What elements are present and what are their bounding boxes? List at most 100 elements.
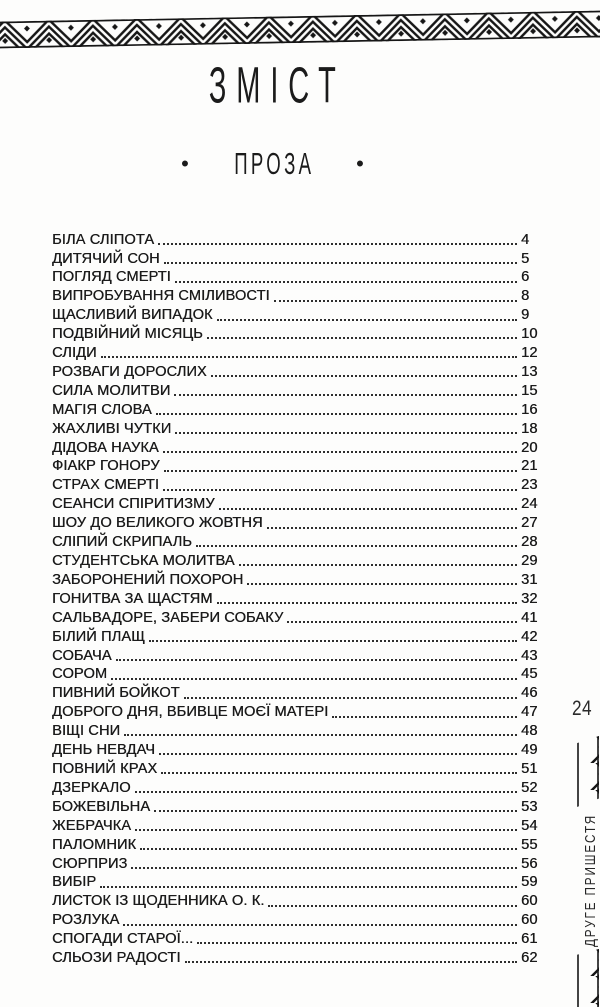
toc-entry-page-number: 47 xyxy=(521,704,538,721)
toc-entry-page-number: 20 xyxy=(521,439,538,456)
ornament-side-lower xyxy=(577,949,599,1007)
toc-entry: ДИТЯЧИЙ СОН 5 xyxy=(52,248,548,267)
toc-entry: СЕАНСИ СПІРИТИЗМУ 24 xyxy=(52,494,548,513)
toc-leader-dots xyxy=(148,639,517,642)
toc-leader-dots xyxy=(197,942,517,945)
bullet-left-icon: • xyxy=(181,150,189,176)
section-heading: • ПРОЗА • xyxy=(0,148,545,179)
toc-entry: ЛИСТОК ІЗ ЩОДЕННИКА О. К. 60 xyxy=(52,891,548,910)
toc-entry-title: ВИПРОБУВАННЯ СМІЛИВОСТІ xyxy=(52,288,270,305)
toc-entry-page-number: 28 xyxy=(521,534,538,551)
toc-leader-dots xyxy=(273,299,517,302)
toc-leader-dots xyxy=(115,658,517,661)
toc-entry-title: ЖАХЛИВІ ЧУТКИ xyxy=(52,420,172,437)
toc-entry: ПИВНИЙ БОЙКОТ 46 xyxy=(52,683,548,702)
toc-entry-title: ЩАСЛИВИЙ ВИПАДОК xyxy=(52,307,213,324)
toc-entry-title: ДОБРОГО ДНЯ, ВБИВЦЕ МОЄЇ МАТЕРІ xyxy=(52,704,329,721)
toc-entry: СЛІПИЙ СКРИПАЛЬ 28 xyxy=(52,532,548,551)
toc-entry: ДЗЕРКАЛО 52 xyxy=(52,777,548,796)
toc-entry-page-number: 60 xyxy=(521,893,538,910)
toc-entry-title: СИЛА МОЛИТВИ xyxy=(52,382,171,399)
toc-entry-title: ДИТЯЧИЙ СОН xyxy=(52,250,160,267)
toc-entry-page-number: 24 xyxy=(521,496,538,513)
toc-entry-title: СТРАХ СМЕРТІ xyxy=(52,477,160,494)
toc-entry: СТРАХ СМЕРТІ 23 xyxy=(52,475,548,494)
toc-entry: ДЕНЬ НЕВДАЧ 49 xyxy=(52,739,548,758)
toc-entry-page-number: 53 xyxy=(521,798,538,815)
toc-entry-title: СЮРПРИЗ xyxy=(52,855,128,872)
toc-leader-dots xyxy=(163,488,517,491)
toc-entry: ДОБРОГО ДНЯ, ВБИВЦЕ МОЄЇ МАТЕРІ 47 xyxy=(52,702,548,721)
toc-entry: РОЗЛУКА 60 xyxy=(52,910,548,929)
toc-entry-page-number: 5 xyxy=(521,250,530,267)
toc-leader-dots xyxy=(100,885,517,888)
toc-leader-dots xyxy=(134,791,517,794)
toc-entry-title: ПИВНИЙ БОЙКОТ xyxy=(52,685,180,702)
toc-leader-dots xyxy=(131,866,517,869)
ornament-side-upper xyxy=(577,736,599,807)
toc-entry: ПОВНИЙ КРАХ 51 xyxy=(52,758,548,777)
toc-leader-dots xyxy=(140,847,517,850)
toc-entry-title: ЗАБОРОНЕНИЙ ПОХОРОН xyxy=(52,571,244,588)
toc-leader-dots xyxy=(287,621,517,624)
toc-entry: СИЛА МОЛИТВИ 15 xyxy=(52,380,548,399)
toc-entry: РОЗВАГИ ДОРОСЛИХ 13 xyxy=(52,361,548,380)
toc-entry-title: БОЖЕВІЛЬНА xyxy=(52,798,151,815)
toc-entry: ПАЛОМНИК 55 xyxy=(52,834,548,853)
toc-entry: СТУДЕНТСЬКА МОЛИТВА 29 xyxy=(52,550,548,569)
toc-leader-dots xyxy=(174,394,517,397)
toc-entry-page-number: 52 xyxy=(521,779,538,796)
toc-entry-title: ЖЕБРАЧКА xyxy=(52,817,132,834)
toc-leader-dots xyxy=(154,810,517,813)
toc-list: БІЛА СЛІПОТА 4 ДИТЯЧИЙ СОН 5 ПОГЛЯД СМЕР… xyxy=(52,229,548,966)
toc-leader-dots xyxy=(216,602,517,605)
toc-entry-title: РОЗВАГИ ДОРОСЛИХ xyxy=(52,363,207,380)
toc-entry: ЖАХЛИВІ ЧУТКИ 18 xyxy=(52,418,548,437)
toc-entry-title: СЛІДИ xyxy=(52,345,97,362)
toc-entry-title: СЛЬОЗИ РАДОСТІ xyxy=(52,950,181,967)
toc-entry-page-number: 18 xyxy=(521,420,538,437)
braid-pattern-icon xyxy=(577,736,599,807)
toc-entry-page-number: 21 xyxy=(521,458,538,475)
ornament-border-top xyxy=(0,10,600,49)
bullet-right-icon: • xyxy=(356,150,364,176)
toc-entry: ЗАБОРОНЕНИЙ ПОХОРОН 31 xyxy=(52,569,548,588)
toc-entry: ЖЕБРАЧКА 54 xyxy=(52,815,548,834)
toc-entry-page-number: 43 xyxy=(521,647,538,664)
toc-entry-page-number: 31 xyxy=(521,571,538,588)
toc-entry-title: ПОГЛЯД СМЕРТІ xyxy=(52,269,171,286)
toc-entry: СЛЬОЗИ РАДОСТІ 62 xyxy=(52,947,548,966)
toc-entry-title: ВІЩІ СНИ xyxy=(52,723,121,740)
toc-entry-page-number: 27 xyxy=(521,515,538,532)
toc-entry-title: СЛІПИЙ СКРИПАЛЬ xyxy=(52,534,192,551)
toc-entry: ФІАКР ГОНОРУ 21 xyxy=(52,456,548,475)
toc-entry: БІЛА СЛІПОТА 4 xyxy=(52,229,548,248)
toc-entry-page-number: 16 xyxy=(521,401,538,418)
toc-entry: СОБАЧА 43 xyxy=(52,645,548,664)
toc-leader-dots xyxy=(155,413,517,416)
toc-entry-title: ШОУ ДО ВЕЛИКОГО ЖОВТНЯ xyxy=(52,515,263,532)
toc-leader-dots xyxy=(210,375,517,378)
toc-leader-dots xyxy=(238,564,517,567)
toc-entry-title: СОРОМ xyxy=(52,666,108,683)
toc-entry-page-number: 12 xyxy=(521,345,538,362)
toc-entry-page-number: 49 xyxy=(521,742,538,759)
toc-entry-title: ДІДОВА НАУКА xyxy=(52,439,159,456)
toc-leader-dots xyxy=(159,753,517,756)
toc-entry: ПОГЛЯД СМЕРТІ 6 xyxy=(52,267,548,286)
toc-entry-page-number: 55 xyxy=(521,836,538,853)
vertical-book-title-text: ДРУГЕ ПРИШЕСТЯ xyxy=(582,813,599,947)
toc-entry: БІЛИЙ ПЛАЩ 42 xyxy=(52,626,548,645)
toc-entry-page-number: 29 xyxy=(521,553,538,569)
toc-entry-title: ЛИСТОК ІЗ ЩОДЕННИКА О. К. xyxy=(52,893,265,910)
toc-entry-title: БІЛА СЛІПОТА xyxy=(52,231,155,248)
toc-entry-title: РОЗЛУКА xyxy=(52,912,120,929)
page-title: ЗМІСТ xyxy=(0,59,545,110)
toc-leader-dots xyxy=(111,677,517,680)
toc-entry-title: СЕАНСИ СПІРИТИЗМУ xyxy=(52,496,215,513)
toc-leader-dots xyxy=(183,696,517,699)
toc-entry-page-number: 8 xyxy=(521,288,530,305)
toc-leader-dots xyxy=(216,318,517,321)
toc-entry: ПОДВІЙНИЙ МІСЯЦЬ 10 xyxy=(52,324,548,343)
toc-leader-dots xyxy=(123,923,517,926)
